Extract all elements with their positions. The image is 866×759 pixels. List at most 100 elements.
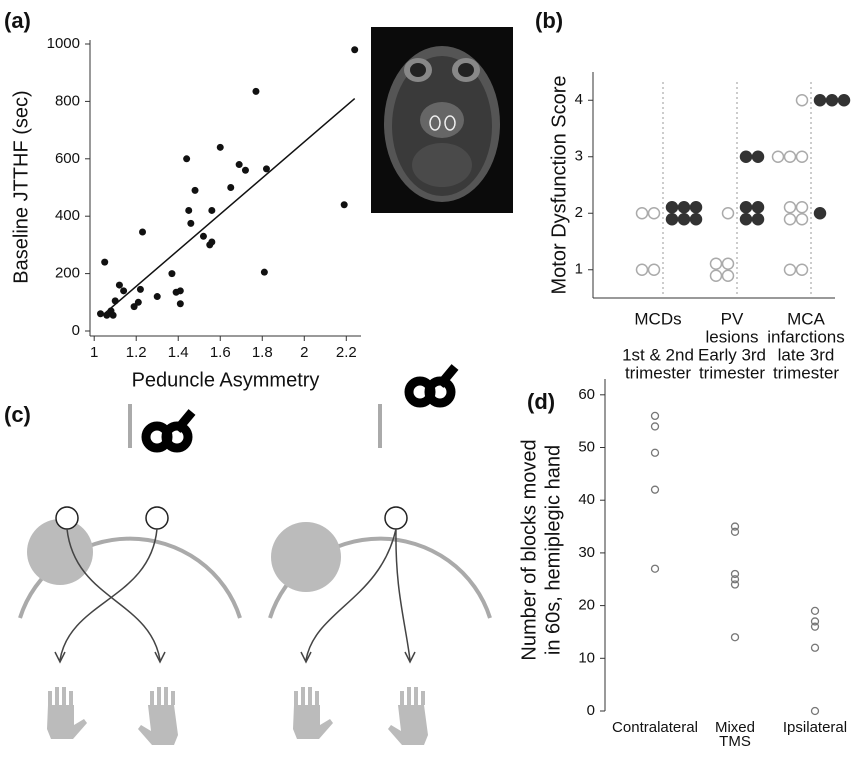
panel-label: (d) xyxy=(527,389,555,414)
panel-label: (a) xyxy=(4,8,31,33)
score-dot xyxy=(721,207,735,220)
score-dot xyxy=(783,263,797,276)
score-dot xyxy=(721,257,735,270)
score-dot xyxy=(709,257,723,270)
point xyxy=(134,298,142,306)
category-label: MCDs xyxy=(634,309,681,328)
y-tick-label: 0 xyxy=(72,322,80,339)
score-dot xyxy=(813,207,827,220)
x-tick-label: 2.2 xyxy=(336,344,357,361)
score-dot xyxy=(635,263,649,276)
point xyxy=(810,622,820,631)
point xyxy=(176,300,184,308)
x-tick-label: 1.8 xyxy=(252,344,273,361)
y-tick-label: 600 xyxy=(55,150,80,167)
score-dot xyxy=(795,263,809,276)
point xyxy=(730,580,740,589)
score-dot xyxy=(689,201,703,214)
point xyxy=(730,527,740,536)
score-dot xyxy=(751,213,765,226)
point xyxy=(650,485,660,494)
point xyxy=(208,206,216,214)
y-tick-label: 10 xyxy=(578,649,595,666)
score-dot xyxy=(825,94,839,107)
point xyxy=(115,281,123,289)
point xyxy=(153,293,161,301)
x-tick-label: 1 xyxy=(90,344,98,361)
score-dot xyxy=(837,94,851,107)
x-axis-label: Peduncle Asymmetry xyxy=(132,369,320,391)
point xyxy=(191,186,199,194)
score-dot xyxy=(647,263,661,276)
score-dot xyxy=(677,213,691,226)
point xyxy=(810,606,820,616)
point xyxy=(235,161,243,169)
point xyxy=(810,643,820,652)
point xyxy=(97,310,105,318)
panel-label: (c) xyxy=(4,402,31,427)
point xyxy=(650,448,660,457)
score-dot xyxy=(689,213,703,226)
score-dot xyxy=(739,213,753,226)
category-label: PV xyxy=(721,309,744,328)
point xyxy=(103,311,111,319)
score-dot xyxy=(771,150,785,163)
score-dot xyxy=(783,213,797,226)
score-dot xyxy=(677,201,691,214)
y-tick-label: 3 xyxy=(575,148,583,165)
point xyxy=(109,311,117,319)
score-dot xyxy=(813,94,827,107)
y-tick-label: 400 xyxy=(55,207,80,224)
point xyxy=(650,411,660,421)
score-dot xyxy=(795,201,809,214)
point xyxy=(216,143,224,151)
score-dot xyxy=(795,150,809,163)
point xyxy=(168,270,176,278)
point xyxy=(810,706,820,716)
y-tick-label: 4 xyxy=(575,91,583,108)
category-label: lesions xyxy=(706,327,759,346)
score-dot xyxy=(665,213,679,226)
point xyxy=(340,201,348,209)
point xyxy=(187,219,195,227)
point xyxy=(730,569,740,579)
point xyxy=(130,303,138,311)
score-dot xyxy=(647,207,661,220)
y-axis-label: Baseline JTTHF (sec) xyxy=(10,90,32,283)
point xyxy=(185,206,193,214)
point xyxy=(208,238,216,246)
point xyxy=(650,564,660,573)
point xyxy=(810,617,820,626)
y-tick-label: 0 xyxy=(587,702,595,719)
point xyxy=(252,87,260,95)
point xyxy=(730,575,740,584)
score-dot xyxy=(709,269,723,282)
y-axis-label: Number of blocks moved xyxy=(518,439,540,660)
point xyxy=(101,258,109,266)
y-tick-label: 50 xyxy=(578,438,595,455)
point xyxy=(730,633,740,642)
point xyxy=(199,232,207,240)
x-tick-label: 2 xyxy=(300,344,308,361)
x-tick-label: 1.2 xyxy=(126,344,147,361)
score-dot xyxy=(635,207,649,220)
score-dot xyxy=(783,150,797,163)
x-tick-label: 1.4 xyxy=(168,344,189,361)
y-tick-label: 1 xyxy=(575,261,583,278)
neural-pathways xyxy=(47,364,459,745)
point xyxy=(241,166,249,174)
point xyxy=(120,287,128,295)
neural-diagram xyxy=(18,404,492,619)
category-sublabel: trimester xyxy=(699,363,765,382)
point xyxy=(351,46,359,54)
y-tick-label: 800 xyxy=(55,92,80,109)
point xyxy=(136,285,144,293)
y-tick-label: 1000 xyxy=(47,35,80,52)
y-tick-label: 20 xyxy=(578,597,595,614)
point xyxy=(139,228,147,236)
score-dot xyxy=(751,201,765,214)
x-tick-label: 1.6 xyxy=(210,344,231,361)
score-dot xyxy=(739,201,753,214)
point xyxy=(262,165,270,173)
